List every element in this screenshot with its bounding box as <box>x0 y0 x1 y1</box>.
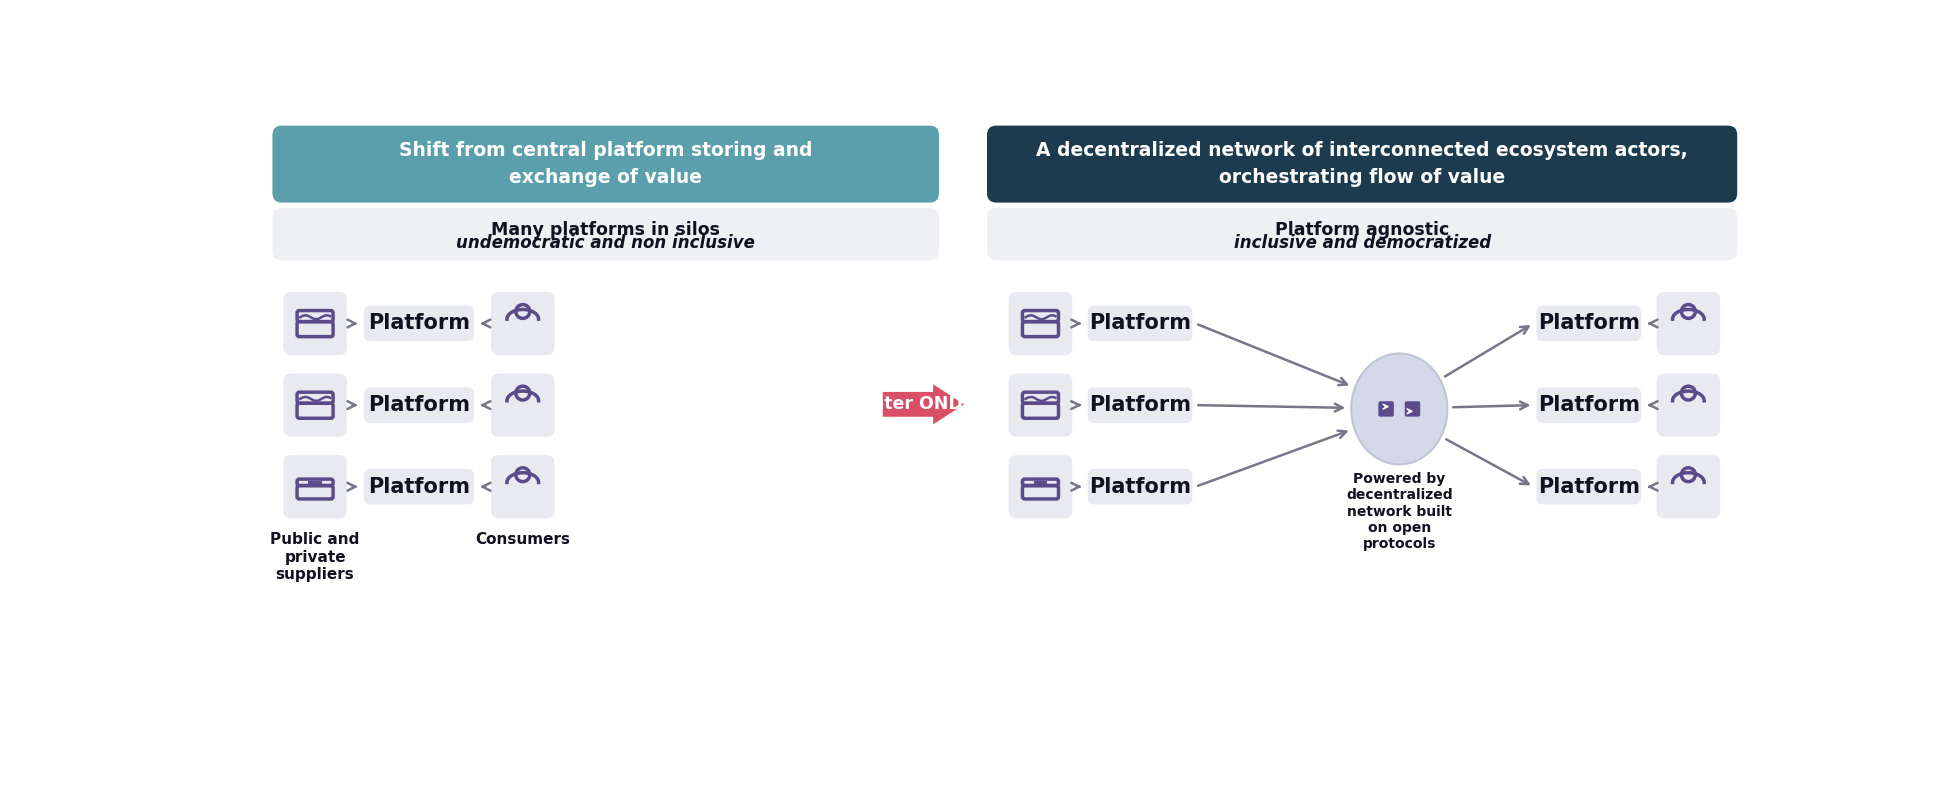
FancyBboxPatch shape <box>364 306 474 341</box>
Text: Platform: Platform <box>367 395 470 415</box>
FancyBboxPatch shape <box>1089 387 1192 423</box>
FancyBboxPatch shape <box>1089 469 1192 505</box>
Text: Public and
private
suppliers: Public and private suppliers <box>270 532 360 582</box>
Text: undemocratic and non inclusive: undemocratic and non inclusive <box>457 235 754 253</box>
FancyBboxPatch shape <box>1378 401 1394 416</box>
FancyBboxPatch shape <box>988 126 1738 202</box>
FancyBboxPatch shape <box>1536 469 1641 505</box>
FancyBboxPatch shape <box>1009 292 1073 355</box>
Text: Platform: Platform <box>1538 395 1641 415</box>
Ellipse shape <box>1351 353 1448 465</box>
Text: Platform: Platform <box>1538 476 1641 497</box>
FancyBboxPatch shape <box>492 292 554 355</box>
FancyBboxPatch shape <box>492 455 554 518</box>
Text: Many platforms in silos: Many platforms in silos <box>492 220 719 239</box>
FancyBboxPatch shape <box>1656 455 1720 518</box>
FancyBboxPatch shape <box>272 126 939 202</box>
Text: Platform: Platform <box>1089 395 1192 415</box>
Text: Consumers: Consumers <box>474 532 570 547</box>
Polygon shape <box>883 384 964 424</box>
Text: inclusive and democratized: inclusive and democratized <box>1234 235 1491 253</box>
Text: Platform agnostic: Platform agnostic <box>1275 220 1448 239</box>
Text: Platform: Platform <box>1089 476 1192 497</box>
Text: Powered by
decentralized
network built
on open
protocols: Powered by decentralized network built o… <box>1345 472 1452 551</box>
FancyBboxPatch shape <box>1089 306 1192 341</box>
Bar <box>1034 481 1048 484</box>
FancyBboxPatch shape <box>364 387 474 423</box>
FancyBboxPatch shape <box>1009 455 1073 518</box>
Text: Platform: Platform <box>367 314 470 333</box>
FancyBboxPatch shape <box>284 292 346 355</box>
FancyBboxPatch shape <box>272 208 939 261</box>
Text: Platform: Platform <box>1538 314 1641 333</box>
Text: A decentralized network of interconnected ecosystem actors,
orchestrating flow o: A decentralized network of interconnecte… <box>1036 141 1687 187</box>
FancyBboxPatch shape <box>988 208 1738 261</box>
Bar <box>309 481 323 484</box>
FancyBboxPatch shape <box>1536 306 1641 341</box>
FancyBboxPatch shape <box>1009 374 1073 437</box>
FancyBboxPatch shape <box>1656 292 1720 355</box>
Text: Platform: Platform <box>367 476 470 497</box>
FancyBboxPatch shape <box>1536 387 1641 423</box>
FancyBboxPatch shape <box>284 455 346 518</box>
FancyBboxPatch shape <box>1406 401 1421 416</box>
Text: Shift from central platform storing and
exchange of value: Shift from central platform storing and … <box>399 141 813 187</box>
FancyBboxPatch shape <box>284 374 346 437</box>
FancyBboxPatch shape <box>1656 374 1720 437</box>
FancyBboxPatch shape <box>364 469 474 505</box>
Text: Enter ONDC: Enter ONDC <box>859 395 976 413</box>
FancyBboxPatch shape <box>492 374 554 437</box>
Text: Platform: Platform <box>1089 314 1192 333</box>
